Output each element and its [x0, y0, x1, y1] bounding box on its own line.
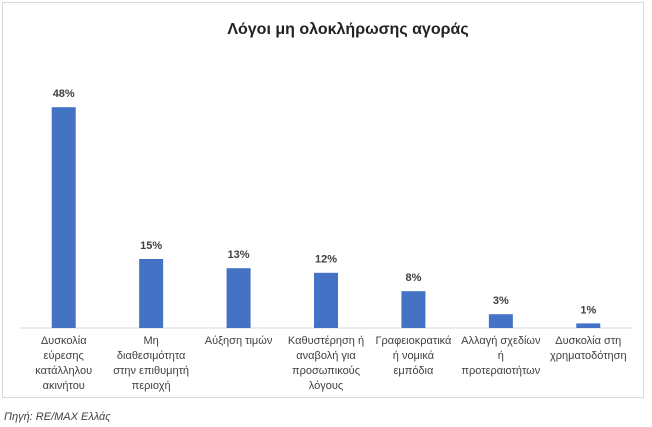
- bar: [576, 323, 601, 328]
- bar: [314, 272, 338, 328]
- x-tick-label: Δυσκολία στη χρηματοδότηση: [549, 335, 627, 362]
- bar: [488, 314, 513, 328]
- data-label: 13%: [228, 249, 250, 261]
- source-note: Πηγή: RE/MAX Ελλάς: [4, 411, 111, 423]
- x-tick-label: Καθυστέρηση ή αναβολή για προσωπικούς λό…: [287, 335, 365, 392]
- x-tick-label: Μη διαθεσιμότητα στην επιθυμητή περιοχή: [113, 335, 190, 392]
- x-tick-label: Αύξηση τιμών: [204, 335, 273, 347]
- bar: [226, 268, 251, 328]
- data-label: 3%: [493, 295, 509, 307]
- bar: [139, 259, 164, 328]
- chart-title: Λόγοι μη ολοκλήρωσης αγοράς: [227, 21, 468, 38]
- x-tick-label: Δυσκολία εύρεσης κατάλληλου ακινήτου: [35, 335, 93, 392]
- bar: [51, 107, 76, 328]
- x-tick-label: Γραφειοκρατικά ή νομικά εμπόδια: [375, 335, 452, 377]
- bar: [401, 291, 426, 328]
- data-label: 12%: [315, 254, 337, 266]
- data-label: 8%: [405, 272, 421, 284]
- data-label: 48%: [53, 88, 75, 100]
- data-label: 15%: [140, 240, 162, 252]
- data-label: 1%: [580, 304, 596, 316]
- chart-frame: [2, 2, 644, 398]
- x-tick-label: Αλλαγή σχεδίων ή προτεραιοτήτων: [461, 335, 541, 377]
